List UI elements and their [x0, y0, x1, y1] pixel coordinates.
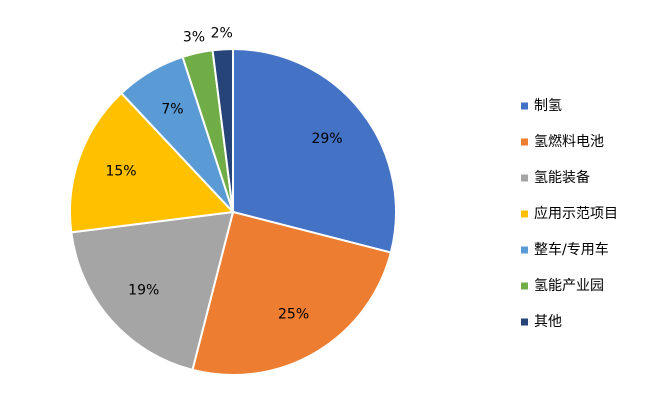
pie-slice	[191, 210, 393, 376]
legend-swatch	[521, 102, 528, 110]
data-label: 19%	[128, 283, 159, 299]
pie-slice	[211, 47, 234, 213]
data-label: 3%	[183, 29, 205, 45]
pie-slice	[232, 47, 397, 254]
data-label: 29%	[311, 131, 342, 147]
legend-label: 氢燃料电池	[534, 133, 604, 150]
legend-swatch	[521, 318, 528, 326]
legend-swatch	[521, 210, 528, 218]
legend-label: 制氢	[534, 98, 562, 114]
legend-label: 其他	[534, 314, 562, 330]
data-label: 2%	[211, 25, 233, 41]
legend-swatch	[521, 282, 528, 290]
legend-swatch	[521, 174, 528, 182]
data-label: 7%	[161, 102, 183, 118]
legend-label: 整车/专用车	[534, 241, 609, 258]
legend-label: 应用示范项目	[534, 205, 618, 222]
legend-label: 氢能装备	[534, 169, 590, 186]
data-label: 15%	[105, 164, 136, 180]
data-label: 25%	[278, 306, 309, 322]
legend-swatch	[521, 138, 528, 146]
legend-swatch	[521, 246, 528, 254]
pie-slice	[70, 210, 235, 372]
pie-slice	[69, 91, 236, 234]
legend-label: 氢能产业园	[534, 278, 604, 294]
